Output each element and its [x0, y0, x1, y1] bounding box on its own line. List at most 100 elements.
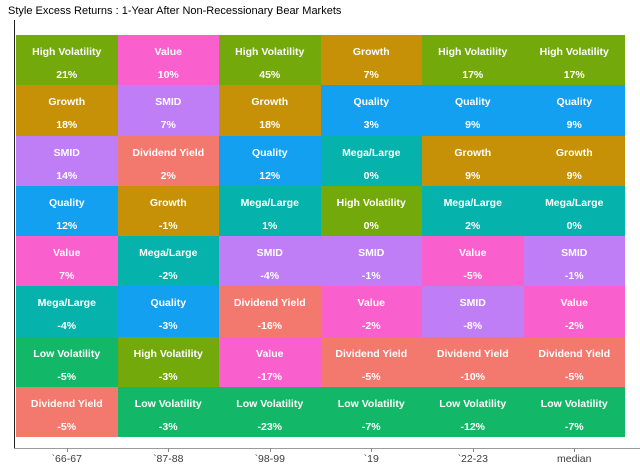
heatmap-cell: SMID 14% — [16, 135, 118, 186]
cell-value-label: 0% — [363, 169, 379, 182]
cell-style-label: Dividend Yield — [436, 347, 509, 360]
x-axis-tick-label: `66-67 — [51, 453, 82, 465]
heatmap-column: High Volatility 45% Growth 18% Quality 12% Meg… — [219, 35, 321, 437]
heatmap-cell: Quality 12% — [219, 135, 321, 186]
heatmap-cell: High Volatility 0% — [320, 185, 422, 236]
heatmap-cell: Dividend Yield -5% — [523, 336, 625, 387]
heatmap-cell: Value -2% — [523, 286, 625, 337]
heatmap-cell: Mega/Large 1% — [219, 185, 321, 236]
cell-value-label: -1% — [361, 270, 381, 283]
cell-style-label: High Volatility — [133, 347, 203, 360]
heatmap-cell: Dividend Yield -10% — [422, 336, 524, 387]
cell-style-label: Growth — [251, 96, 289, 109]
heatmap-cell: Growth 18% — [219, 85, 321, 136]
cell-style-label: Quality — [353, 96, 390, 109]
cell-value-label: 17% — [563, 69, 585, 82]
heatmap-cell: Mega/Large 2% — [422, 185, 524, 236]
cell-style-label: Value — [53, 247, 81, 260]
cell-value-label: 2% — [465, 219, 481, 232]
heatmap-column: High Volatility 21% Growth 18% SMID 14% Qualit… — [16, 35, 118, 437]
cell-style-label: Quality — [48, 196, 85, 209]
cell-style-label: High Volatility — [336, 196, 406, 209]
heatmap-cell: Low Volatility -12% — [422, 386, 524, 437]
cell-style-label: Low Volatility — [439, 397, 507, 410]
cell-style-label: High Volatility — [438, 46, 508, 59]
cell-style-label: Value — [357, 297, 385, 310]
cell-style-label: Growth — [555, 146, 593, 159]
heatmap-cell: High Volatility 45% — [219, 35, 321, 86]
cell-style-label: Quality — [556, 96, 593, 109]
cell-value-label: -1% — [564, 270, 584, 283]
cell-style-label: Low Volatility — [236, 397, 304, 410]
heatmap-cell: SMID -1% — [523, 236, 625, 287]
cell-style-label: Quality — [251, 146, 288, 159]
cell-style-label: Growth — [352, 46, 390, 59]
cell-style-label: Quality — [454, 96, 491, 109]
cell-value-label: 9% — [465, 119, 481, 132]
cell-style-label: SMID — [256, 247, 283, 260]
heatmap-cell: Quality -3% — [117, 286, 219, 337]
cell-style-label: Mega/Large — [37, 297, 96, 310]
heatmap-cell: SMID 7% — [117, 85, 219, 136]
cell-value-label: 10% — [157, 69, 179, 82]
cell-style-label: SMID — [459, 297, 486, 310]
heatmap-column: Value 10% SMID 7% Dividend Yield 2% Growth -1% M… — [117, 35, 219, 437]
cell-value-label: 7% — [363, 69, 379, 82]
cell-value-label: -5% — [564, 370, 584, 383]
heatmap-cell: High Volatility 17% — [422, 35, 524, 86]
chart-title: Style Excess Returns : 1-Year After Non-… — [8, 5, 342, 17]
heatmap-cell: Value 7% — [16, 236, 118, 287]
cell-value-label: -7% — [564, 420, 584, 433]
heatmap-cell: Value -5% — [422, 236, 524, 287]
heatmap-cell: Dividend Yield -5% — [16, 386, 118, 437]
cell-value-label: 2% — [160, 169, 176, 182]
cell-value-label: 17% — [462, 69, 484, 82]
x-axis-tick-label: `87-88 — [153, 453, 184, 465]
heatmap-grid: High Volatility 21% Growth 18% SMID 14% Qualit… — [16, 35, 625, 437]
cell-value-label: -3% — [158, 420, 178, 433]
cell-value-label: 12% — [259, 169, 281, 182]
cell-value-label: -5% — [361, 370, 381, 383]
cell-value-label: 9% — [465, 169, 481, 182]
heatmap-column: Growth 7% Quality 3% Mega/Large 0% High Volati… — [320, 35, 422, 437]
heatmap-cell: Low Volatility -23% — [219, 386, 321, 437]
heatmap-cell: Value -2% — [320, 286, 422, 337]
heatmap-column: High Volatility 17% Quality 9% Growth 9% Mega/… — [523, 35, 625, 437]
heatmap-cell: Growth 9% — [523, 135, 625, 186]
cell-style-label: SMID — [155, 96, 182, 109]
cell-style-label: Dividend Yield — [335, 347, 408, 360]
cell-style-label: High Volatility — [235, 46, 305, 59]
heatmap-cell: Dividend Yield -16% — [219, 286, 321, 337]
heatmap-cell: Low Volatility -5% — [16, 336, 118, 387]
cell-style-label: Value — [560, 297, 588, 310]
cell-value-label: -2% — [564, 320, 584, 333]
heatmap-cell: SMID -4% — [219, 236, 321, 287]
cell-style-label: Mega/Large — [545, 196, 604, 209]
heatmap-cell: Low Volatility -3% — [117, 386, 219, 437]
heatmap-cell: Quality 9% — [422, 85, 524, 136]
cell-value-label: 21% — [56, 69, 78, 82]
x-axis-tick-label: `19 — [363, 453, 379, 465]
cell-value-label: -5% — [57, 420, 77, 433]
cell-value-label: 18% — [56, 119, 78, 132]
cell-style-label: Growth — [149, 196, 187, 209]
heatmap-cell: Mega/Large -4% — [16, 286, 118, 337]
x-axis-tick-label: `22-23 — [457, 453, 488, 465]
x-axis-line — [14, 448, 640, 449]
cell-value-label: 12% — [56, 219, 78, 232]
cell-style-label: SMID — [53, 146, 80, 159]
heatmap-cell: High Volatility -3% — [117, 336, 219, 387]
heatmap-cell: High Volatility 17% — [523, 35, 625, 86]
cell-style-label: Low Volatility — [134, 397, 202, 410]
cell-style-label: Dividend Yield — [132, 146, 205, 159]
cell-value-label: -1% — [158, 219, 178, 232]
cell-value-label: -5% — [463, 270, 483, 283]
heatmap-cell: Dividend Yield 2% — [117, 135, 219, 186]
cell-value-label: -3% — [158, 370, 178, 383]
cell-value-label: 3% — [363, 119, 379, 132]
cell-value-label: -17% — [257, 370, 282, 383]
cell-style-label: Mega/Large — [443, 196, 502, 209]
cell-value-label: -8% — [463, 320, 483, 333]
cell-style-label: SMID — [358, 247, 385, 260]
cell-value-label: -7% — [361, 420, 381, 433]
